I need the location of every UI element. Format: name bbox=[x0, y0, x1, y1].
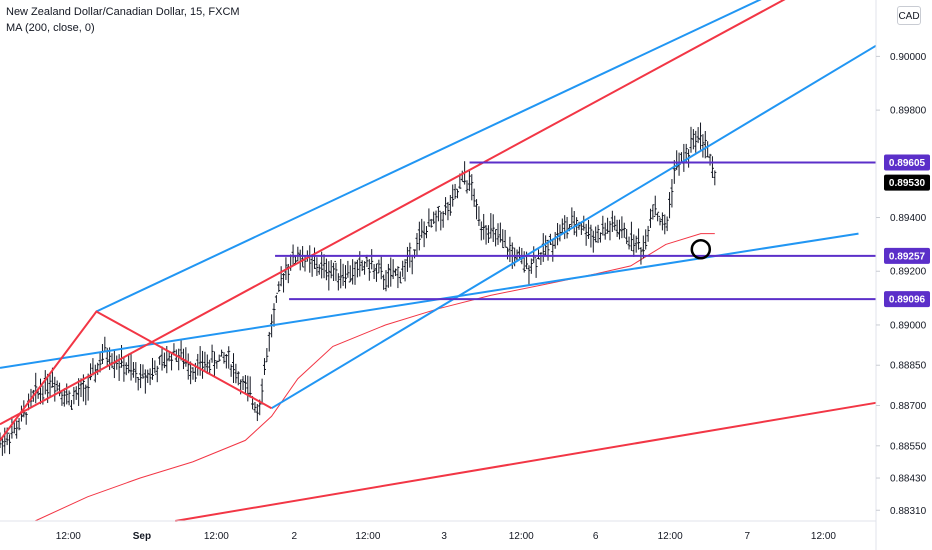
time-tick-label: 12:00 bbox=[204, 531, 229, 542]
blue-trend-line-2[interactable] bbox=[95, 0, 771, 313]
time-tick-label: 12:00 bbox=[56, 531, 81, 542]
price-badge-label: 0.89605 bbox=[889, 158, 926, 169]
moving-average-line bbox=[34, 233, 715, 522]
red-trend-line-5[interactable] bbox=[0, 0, 788, 426]
moving-average-layer bbox=[34, 233, 715, 522]
red-trend-line-4[interactable] bbox=[0, 310, 273, 441]
price-labels: 0.89605 0.89530 0.89257 0.89096 bbox=[884, 154, 930, 308]
time-tick-label: 12:00 bbox=[355, 531, 380, 542]
price-tick-label: 0.88310 bbox=[890, 506, 927, 517]
price-tick-label: 0.88850 bbox=[890, 361, 927, 372]
horizontal-levels-layer[interactable] bbox=[275, 161, 876, 301]
time-tick-label: 6 bbox=[593, 531, 599, 542]
time-tick-label: 2 bbox=[292, 531, 298, 542]
price-badge-level bbox=[884, 154, 930, 171]
time-tick-label: 12:00 bbox=[658, 531, 683, 542]
indicator-title[interactable]: MA (200, close, 0) bbox=[6, 22, 95, 34]
time-axis[interactable]: 12:00 Sep 12:00 2 12:00 3 12:00 6 12:00 7 12:00 bbox=[56, 531, 837, 542]
currency-button[interactable]: CAD bbox=[897, 6, 921, 25]
red-trend-line-6[interactable] bbox=[175, 401, 877, 522]
price-tick-label: 0.88430 bbox=[890, 474, 927, 485]
price-bars-layer bbox=[0, 122, 717, 456]
price-tick-label: 0.88550 bbox=[890, 441, 927, 452]
blue-trend-line-3[interactable] bbox=[271, 44, 877, 410]
price-tick-label: 0.89800 bbox=[890, 106, 927, 117]
time-tick-label: 3 bbox=[441, 531, 447, 542]
price-badge-level bbox=[884, 291, 930, 308]
symbol-title[interactable]: New Zealand Dollar/Canadian Dollar, 15, … bbox=[6, 6, 240, 18]
price-tick-label: 0.89400 bbox=[890, 213, 927, 224]
price-axis[interactable]: 0.90000 0.89800 0.89400 0.89200 0.89000 0.888… bbox=[876, 52, 927, 517]
price-badge-level bbox=[884, 247, 930, 264]
time-tick-label: Sep bbox=[133, 531, 151, 542]
price-tick-label: 0.89000 bbox=[890, 320, 927, 331]
price-badge-last_price bbox=[884, 174, 930, 191]
price-badge-label: 0.89530 bbox=[889, 178, 926, 189]
marker-layer bbox=[690, 238, 712, 260]
time-tick-label: 12:00 bbox=[509, 531, 534, 542]
time-tick-label: 7 bbox=[744, 531, 750, 542]
price-badge-label: 0.89257 bbox=[889, 251, 926, 262]
marker-circle bbox=[690, 238, 712, 260]
price-tick-label: 0.88700 bbox=[890, 401, 927, 412]
price-badge-label: 0.89096 bbox=[889, 295, 926, 306]
time-tick-label: 12:00 bbox=[811, 531, 836, 542]
price-tick-label: 0.90000 bbox=[890, 52, 927, 63]
price-tick-label: 0.89200 bbox=[890, 267, 927, 278]
